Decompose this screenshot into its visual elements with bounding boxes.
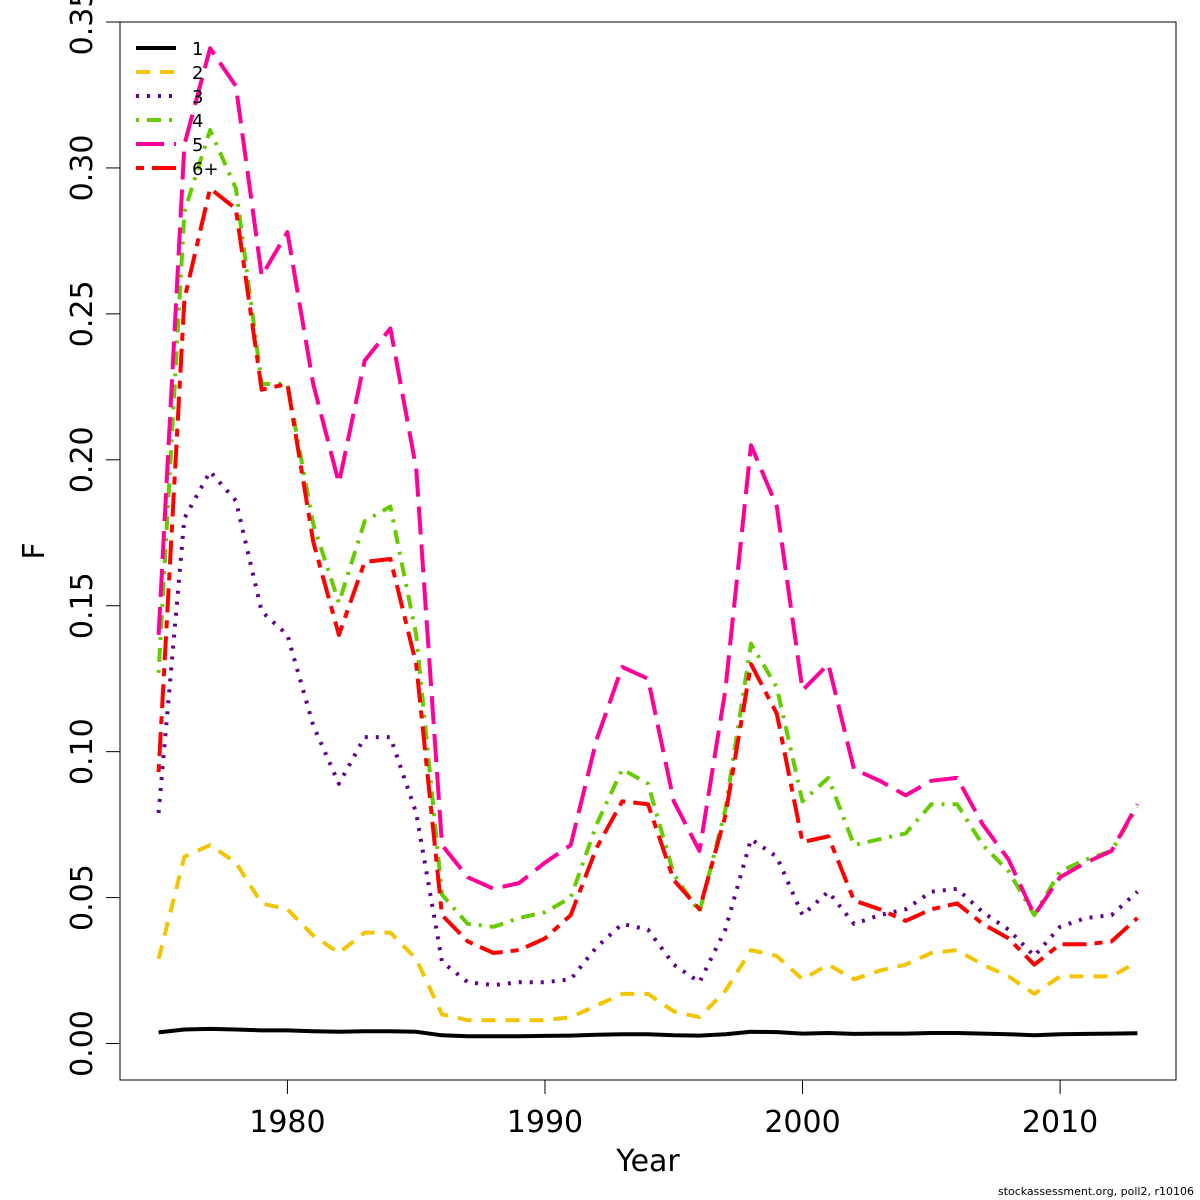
y-tick-label: 0.20 <box>65 426 100 493</box>
x-axis: 1980 1990 2000 2010 <box>249 1079 1098 1140</box>
x-tick-label: 1980 <box>249 1105 325 1140</box>
y-axis: 0.00 0.05 0.10 0.15 0.20 0.25 0.30 0.35 <box>65 0 121 1077</box>
legend-label: 2 <box>192 63 203 84</box>
x-tick-label: 2000 <box>764 1105 840 1140</box>
y-tick-label: 0.35 <box>65 0 100 55</box>
legend-item: 6+ <box>136 159 219 180</box>
series-layer <box>156 46 1140 1039</box>
x-tick-label: 1990 <box>507 1105 583 1140</box>
legend-label: 5 <box>192 135 203 156</box>
y-tick-label: 0.30 <box>65 135 100 202</box>
series-line-5 <box>156 46 1140 918</box>
x-tick-label: 2010 <box>1022 1105 1098 1140</box>
series-line-4 <box>156 128 1140 929</box>
legend-label: 4 <box>192 111 203 132</box>
y-tick-label: 0.05 <box>65 864 100 931</box>
legend-label: 6+ <box>192 159 219 180</box>
legend-item: 1 <box>136 39 203 60</box>
y-tick-label: 0.15 <box>65 572 100 639</box>
legend-item: 2 <box>136 63 203 84</box>
legend-item: 4 <box>136 111 203 132</box>
x-axis-title: Year <box>615 1144 680 1179</box>
legend-label: 1 <box>192 39 203 60</box>
legend-item: 3 <box>136 87 203 108</box>
y-tick-label: 0.10 <box>65 718 100 785</box>
y-tick-label: 0.25 <box>65 280 100 347</box>
legend-item: 5 <box>136 135 203 156</box>
series-line-3 <box>156 469 1139 988</box>
series-line-2 <box>156 843 1139 1023</box>
series-line-1 <box>158 1026 1138 1039</box>
legend: 1 2 3 4 5 6+ <box>136 39 219 180</box>
y-axis-title: F <box>17 542 52 559</box>
footer-credit: stockassessment.org, poll2, r10106 <box>997 1185 1194 1198</box>
legend-label: 3 <box>192 87 203 108</box>
plot-frame <box>119 21 1177 1081</box>
y-tick-label: 0.00 <box>65 1010 100 1077</box>
series-line-6plus <box>156 186 1139 967</box>
